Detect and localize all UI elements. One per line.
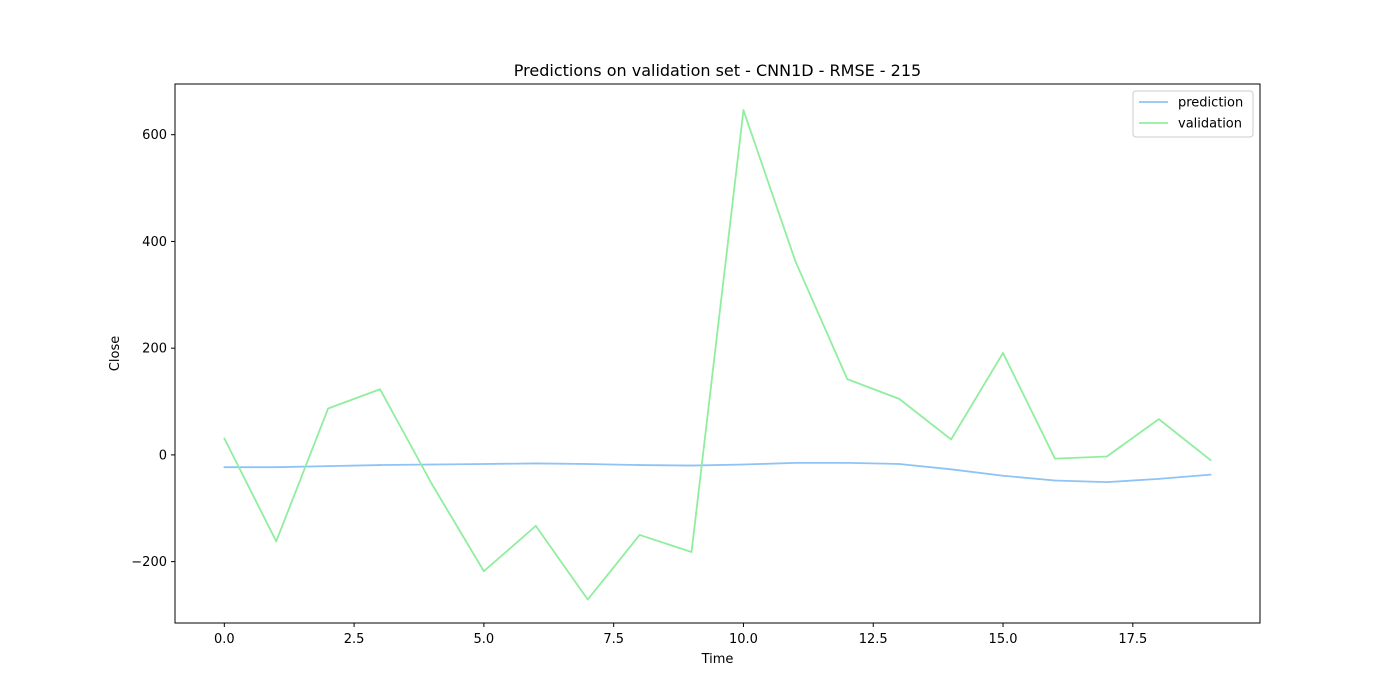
x-tick-label: 0.0 bbox=[214, 632, 235, 647]
data-point-validation bbox=[275, 540, 278, 543]
legend: prediction validation bbox=[1132, 90, 1254, 138]
data-point-prediction bbox=[1157, 478, 1160, 480]
data-point-validation bbox=[950, 438, 953, 441]
data-point-validation bbox=[690, 551, 693, 553]
data-point-validation bbox=[1054, 457, 1056, 460]
data-point-prediction bbox=[846, 462, 849, 464]
data-point-prediction bbox=[1209, 473, 1212, 476]
series-line-validation bbox=[223, 109, 1212, 601]
data-point-prediction bbox=[327, 465, 330, 468]
data-point-validation bbox=[638, 534, 641, 536]
data-point-prediction bbox=[482, 463, 485, 465]
legend-label-prediction: prediction bbox=[1178, 96, 1243, 111]
y-tick-label: 200 bbox=[142, 342, 167, 357]
data-point-prediction bbox=[690, 464, 693, 467]
data-point-validation bbox=[898, 397, 901, 400]
x-tick-label: 2.5 bbox=[344, 632, 365, 647]
data-point-prediction bbox=[950, 468, 953, 471]
y-tick-label: 0 bbox=[159, 448, 167, 463]
y-axis-label: Close bbox=[108, 336, 123, 371]
x-tick-label: 7.5 bbox=[603, 632, 624, 647]
data-point-prediction bbox=[586, 463, 589, 465]
x-tick-label: 5.0 bbox=[474, 632, 495, 647]
data-point-validation bbox=[1157, 418, 1160, 421]
data-point-validation bbox=[482, 570, 485, 573]
y-tick-label: 600 bbox=[142, 128, 167, 143]
y-tick-label: 400 bbox=[142, 235, 167, 250]
series-layer bbox=[223, 109, 1212, 601]
x-tick-label: 17.5 bbox=[1118, 632, 1147, 647]
data-point-validation bbox=[223, 437, 226, 440]
data-point-prediction bbox=[431, 463, 433, 466]
series-line-prediction bbox=[224, 461, 1211, 484]
data-point-prediction bbox=[898, 463, 901, 465]
x-axis-ticks: 0.0 2.5 5.0 7.5 10.0 12.5 15.0 17.5 bbox=[214, 623, 1147, 647]
legend-items: prediction validation bbox=[1139, 96, 1243, 132]
data-point-prediction bbox=[1002, 474, 1004, 477]
data-point-validation bbox=[742, 109, 745, 112]
data-point-prediction bbox=[223, 466, 226, 469]
data-point-validation bbox=[1002, 352, 1004, 354]
data-point-validation bbox=[431, 483, 433, 486]
data-point-prediction bbox=[275, 466, 278, 469]
legend-label-validation: validation bbox=[1178, 117, 1242, 132]
plot-frame bbox=[174, 83, 1261, 624]
data-point-prediction bbox=[794, 462, 797, 464]
data-point-prediction bbox=[534, 462, 537, 465]
x-tick-label: 12.5 bbox=[859, 632, 888, 647]
plot-background bbox=[175, 84, 1260, 623]
x-tick-label: 10.0 bbox=[729, 632, 758, 647]
x-tick-label: 15.0 bbox=[989, 632, 1018, 647]
y-tick-label: −200 bbox=[131, 555, 167, 570]
data-point-validation bbox=[846, 378, 849, 381]
data-point-validation bbox=[1105, 455, 1108, 458]
data-point-prediction bbox=[379, 464, 381, 466]
data-point-prediction bbox=[1054, 479, 1056, 482]
data-point-prediction bbox=[1105, 481, 1108, 484]
data-point-validation bbox=[586, 598, 589, 601]
chart-title: Predictions on validation set - CNN1D - … bbox=[514, 61, 921, 80]
y-axis-ticks: −200 0 200 400 600 bbox=[131, 128, 175, 570]
data-point-prediction bbox=[638, 464, 641, 466]
data-point-validation bbox=[327, 407, 330, 410]
data-point-validation bbox=[1209, 459, 1212, 462]
data-point-prediction bbox=[742, 463, 745, 466]
x-axis-label: Time bbox=[701, 652, 734, 667]
data-point-validation bbox=[534, 524, 537, 527]
data-point-validation bbox=[379, 388, 381, 391]
data-point-validation bbox=[794, 260, 797, 263]
